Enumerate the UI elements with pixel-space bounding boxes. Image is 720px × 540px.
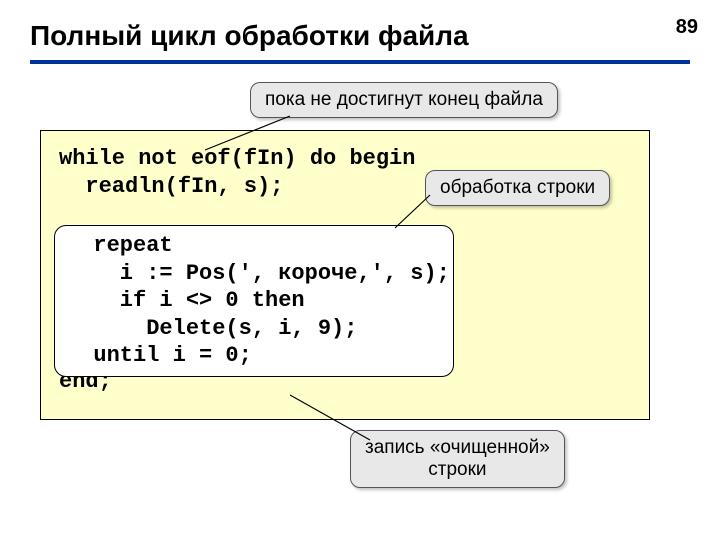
page-number: 89: [676, 16, 698, 39]
callout-eof-text: пока не достигнут конец файла: [265, 89, 543, 110]
code-line-4: i := Pos(', короче,', s);: [67, 260, 441, 288]
callout-eof: пока не достигнут конец файла: [250, 82, 558, 118]
code-line-6: Delete(s, i, 9);: [67, 315, 441, 343]
callout-process: обработка строки: [425, 170, 610, 206]
callout-write: запись «очищенной» строки: [350, 430, 565, 488]
slide-title: Полный цикл обработки файла: [30, 20, 690, 58]
title-underline: [30, 60, 690, 64]
code-line-1: while not eof(fIn) do begin: [59, 145, 631, 173]
callout-write-text1: запись «очищенной»: [365, 437, 550, 458]
code-line-3: repeat: [67, 232, 441, 260]
repeat-box: repeat i := Pos(', короче,', s); if i <>…: [54, 225, 454, 377]
callout-write-text2: строки: [428, 459, 486, 480]
code-line-5: if i <> 0 then: [67, 287, 441, 315]
code-line-7: until i = 0;: [67, 342, 441, 370]
callout-process-text: обработка строки: [440, 177, 595, 198]
slide-root: 89 Полный цикл обработки файла пока не д…: [0, 0, 720, 540]
